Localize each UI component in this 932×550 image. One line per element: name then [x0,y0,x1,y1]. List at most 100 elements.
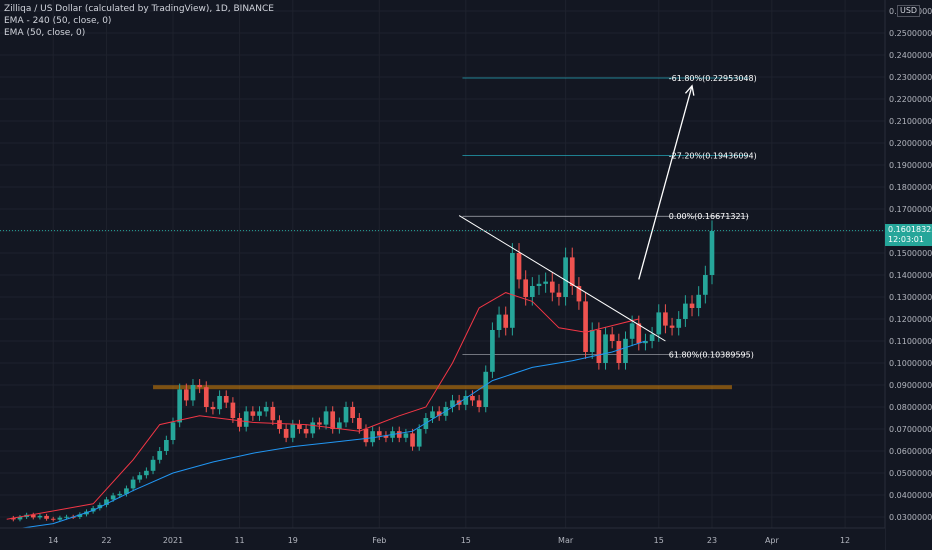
candle-body [503,314,509,328]
time-axis-bg [0,528,885,550]
candle-body [17,517,23,520]
candle-body [676,319,682,328]
candle-body [636,323,642,344]
candle-body [683,303,688,319]
candle-body [37,515,43,518]
candle-body [490,330,495,372]
candle-body [530,286,535,297]
candle-body [463,396,469,405]
candle-body [50,518,56,520]
candle-body [596,330,602,363]
support-zone [153,385,732,390]
candle-body [323,411,329,425]
current-price-tag: 0.16018325 12:03:01 [885,224,932,246]
legend-ema-50: EMA (50, close, 0) [4,28,86,38]
time-tick-label: Feb [372,536,386,545]
candle-body [450,400,455,407]
legend-title: Zilliqa / US Dollar (calculated by Tradi… [4,4,274,14]
trend-line [458,215,666,342]
grid-lines [0,0,885,528]
candle-body [483,371,489,407]
candle-body [609,334,615,341]
candle-body [543,281,548,284]
time-tick-label: Mar [558,536,574,545]
candle-body [583,301,588,352]
time-tick-label: Apr [765,536,780,545]
moving-averages [6,292,646,531]
candle-body [170,422,176,440]
candlesticks [10,220,715,522]
fib-level-label: -27.20%(0.19436094) [669,151,757,160]
candle-body [416,429,422,447]
fib-level-label: 61.80%(0.10389595) [669,350,754,359]
candle-body [496,314,502,330]
time-tick-label: 14 [48,536,58,545]
candle-body [144,470,149,476]
candle-body [396,431,402,438]
candle-body [343,407,349,423]
candle-body [97,504,103,509]
candle-body [77,514,83,517]
candle-body [643,341,648,344]
candle-body [523,279,529,297]
candle-body [203,387,209,407]
projection-arrow-line [638,85,693,280]
time-tick-label: 2021 [163,536,183,545]
candle-body [183,389,189,401]
candle-body [363,429,369,443]
candle-body [250,411,256,416]
price-axis-bg [885,0,932,550]
ema-long-line [6,340,646,531]
time-tick-label: 11 [234,536,244,545]
candle-body [576,286,582,302]
candle-body [217,396,222,410]
candle-body [350,407,355,418]
candle-body [510,253,515,328]
candle-body [283,429,289,438]
candle-body [516,253,522,280]
candle-body [589,330,595,352]
fib-level-label: -61.80%(0.22953048) [669,74,757,83]
candle-body [436,411,442,416]
candle-body [536,283,542,286]
currency-label[interactable]: USD [897,5,921,17]
candle-body [623,338,628,363]
candle-body [57,517,63,520]
drawings [458,84,695,342]
candle-body [549,281,555,293]
candle-body [297,424,302,429]
candle-body [629,323,635,339]
candle-body [197,385,202,388]
time-tick-label: 15 [461,536,471,545]
fibonacci-levels: -61.80%(0.22953048) -27.20%(0.19436094) 0.… [462,74,757,359]
candle-body [563,257,568,297]
time-tick-label: 19 [288,536,298,545]
candle-body [290,424,296,438]
candle-body [403,433,409,438]
bar-countdown: 12:03:01 [888,235,924,244]
time-tick-label: 15 [654,536,664,545]
candle-body [330,411,336,429]
price-tick-label: 0.03000000 [889,513,932,522]
candle-body [663,312,668,326]
candle-body [616,341,622,363]
candle-body [263,407,269,412]
candle-body [603,334,608,363]
candle-body [356,418,362,429]
candle-body [44,515,49,519]
candle-body [383,435,389,438]
